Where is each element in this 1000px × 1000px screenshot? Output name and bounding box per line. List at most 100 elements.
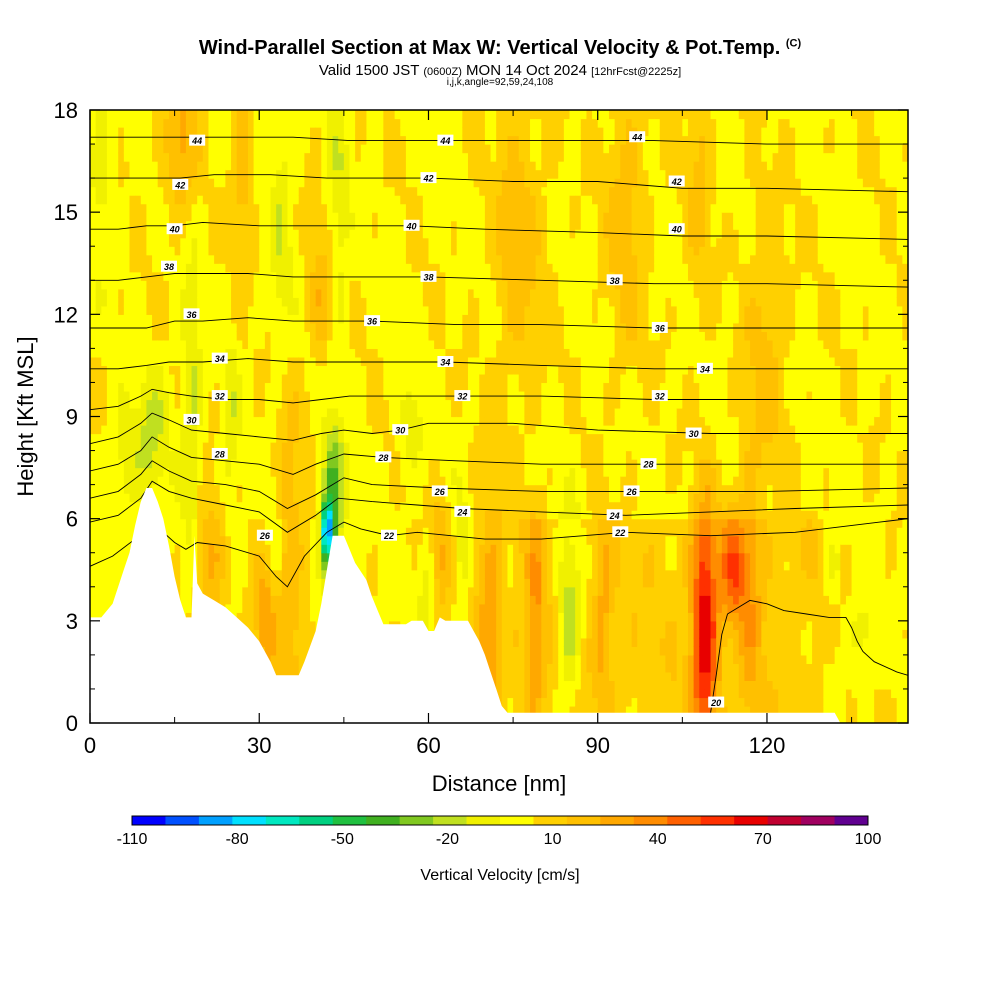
- velocity-cell: [366, 518, 373, 528]
- velocity-cell: [326, 382, 334, 392]
- velocity-cell: [388, 203, 396, 213]
- velocity-cell: [417, 390, 424, 401]
- velocity-cell: [310, 484, 317, 494]
- velocity-cell: [152, 305, 159, 315]
- velocity-cell: [264, 348, 272, 358]
- velocity-cell: [343, 365, 351, 375]
- velocity-cell: [434, 467, 441, 477]
- velocity-cell: [445, 254, 452, 264]
- velocity-cell: [214, 110, 221, 120]
- velocity-cell: [451, 552, 458, 562]
- velocity-cell: [388, 365, 396, 375]
- velocity-cell: [197, 544, 204, 554]
- velocity-cell: [315, 348, 322, 358]
- velocity-cell: [231, 220, 238, 230]
- velocity-cell: [225, 203, 232, 213]
- velocity-cell: [377, 322, 384, 332]
- velocity-cell: [411, 399, 418, 409]
- velocity-cell: [197, 399, 204, 409]
- velocity-cell: [298, 407, 305, 418]
- velocity-cell: [473, 110, 480, 120]
- velocity-cell: [197, 425, 204, 435]
- velocity-cell: [90, 586, 97, 596]
- velocity-cell: [332, 152, 339, 162]
- velocity-cell: [129, 305, 136, 315]
- velocity-cell: [163, 254, 170, 264]
- velocity-cell: [264, 246, 272, 256]
- velocity-cell: [428, 195, 435, 205]
- velocity-cell: [479, 620, 486, 630]
- velocity-cell: [394, 237, 401, 247]
- velocity-cell: [405, 339, 413, 349]
- velocity-cell: [338, 459, 345, 469]
- velocity-cell: [405, 484, 413, 494]
- velocity-cell: [434, 365, 441, 375]
- velocity-cell: [231, 280, 238, 290]
- velocity-cell: [315, 484, 322, 494]
- velocity-cell: [439, 390, 447, 401]
- velocity-cell: [264, 552, 272, 562]
- velocity-cell: [219, 425, 226, 435]
- velocity-cell: [276, 314, 283, 324]
- velocity-cell: [400, 399, 407, 409]
- velocity-cell: [242, 110, 249, 120]
- velocity-cell: [310, 237, 317, 247]
- velocity-cell: [293, 118, 300, 128]
- velocity-cell: [338, 271, 345, 281]
- velocity-cell: [225, 603, 232, 613]
- velocity-cell: [253, 237, 260, 247]
- velocity-cell: [315, 603, 322, 613]
- velocity-cell: [101, 280, 108, 290]
- velocity-cell: [135, 127, 142, 137]
- velocity-cell: [236, 484, 243, 494]
- velocity-cell: [411, 407, 418, 418]
- velocity-cell: [372, 152, 379, 162]
- velocity-cell: [445, 493, 452, 503]
- velocity-cell: [417, 118, 424, 128]
- velocity-cell: [343, 169, 351, 179]
- velocity-cell: [326, 288, 334, 298]
- velocity-cell: [467, 297, 475, 307]
- velocity-cell: [208, 229, 215, 239]
- velocity-cell: [140, 484, 148, 494]
- velocity-cell: [428, 476, 435, 486]
- velocity-cell: [101, 442, 108, 452]
- velocity-cell: [315, 527, 322, 537]
- velocity-cell: [95, 297, 102, 307]
- velocity-cell: [197, 552, 204, 562]
- velocity-cell: [101, 433, 108, 443]
- velocity-cell: [451, 425, 458, 435]
- velocity-cell: [377, 399, 384, 409]
- velocity-cell: [372, 288, 379, 298]
- velocity-cell: [326, 527, 334, 537]
- velocity-cell: [394, 314, 401, 324]
- velocity-cell: [140, 169, 148, 179]
- velocity-cell: [428, 297, 435, 307]
- velocity-cell: [259, 178, 266, 188]
- velocity-cell: [168, 390, 176, 401]
- velocity-cell: [247, 416, 255, 426]
- velocity-cell: [394, 331, 401, 341]
- velocity-cell: [101, 390, 108, 401]
- velocity-cell: [372, 220, 379, 230]
- velocity-cell: [236, 561, 243, 571]
- velocity-cell: [467, 373, 475, 384]
- velocity-cell: [445, 297, 452, 307]
- velocity-cell: [428, 203, 435, 213]
- velocity-cell: [174, 331, 181, 341]
- velocity-cell: [405, 135, 413, 145]
- velocity-cell: [467, 527, 475, 537]
- velocity-cell: [247, 561, 255, 571]
- velocity-cell: [315, 425, 322, 435]
- velocity-cell: [270, 237, 277, 247]
- velocity-cell: [394, 144, 401, 154]
- velocity-cell: [293, 110, 300, 120]
- velocity-cell: [202, 365, 210, 375]
- velocity-cell: [90, 135, 97, 145]
- velocity-cell: [264, 595, 272, 605]
- velocity-cell: [231, 510, 238, 520]
- velocity-cell: [355, 425, 362, 435]
- velocity-cell: [236, 365, 243, 375]
- velocity-cell: [90, 110, 97, 120]
- velocity-cell: [101, 595, 108, 605]
